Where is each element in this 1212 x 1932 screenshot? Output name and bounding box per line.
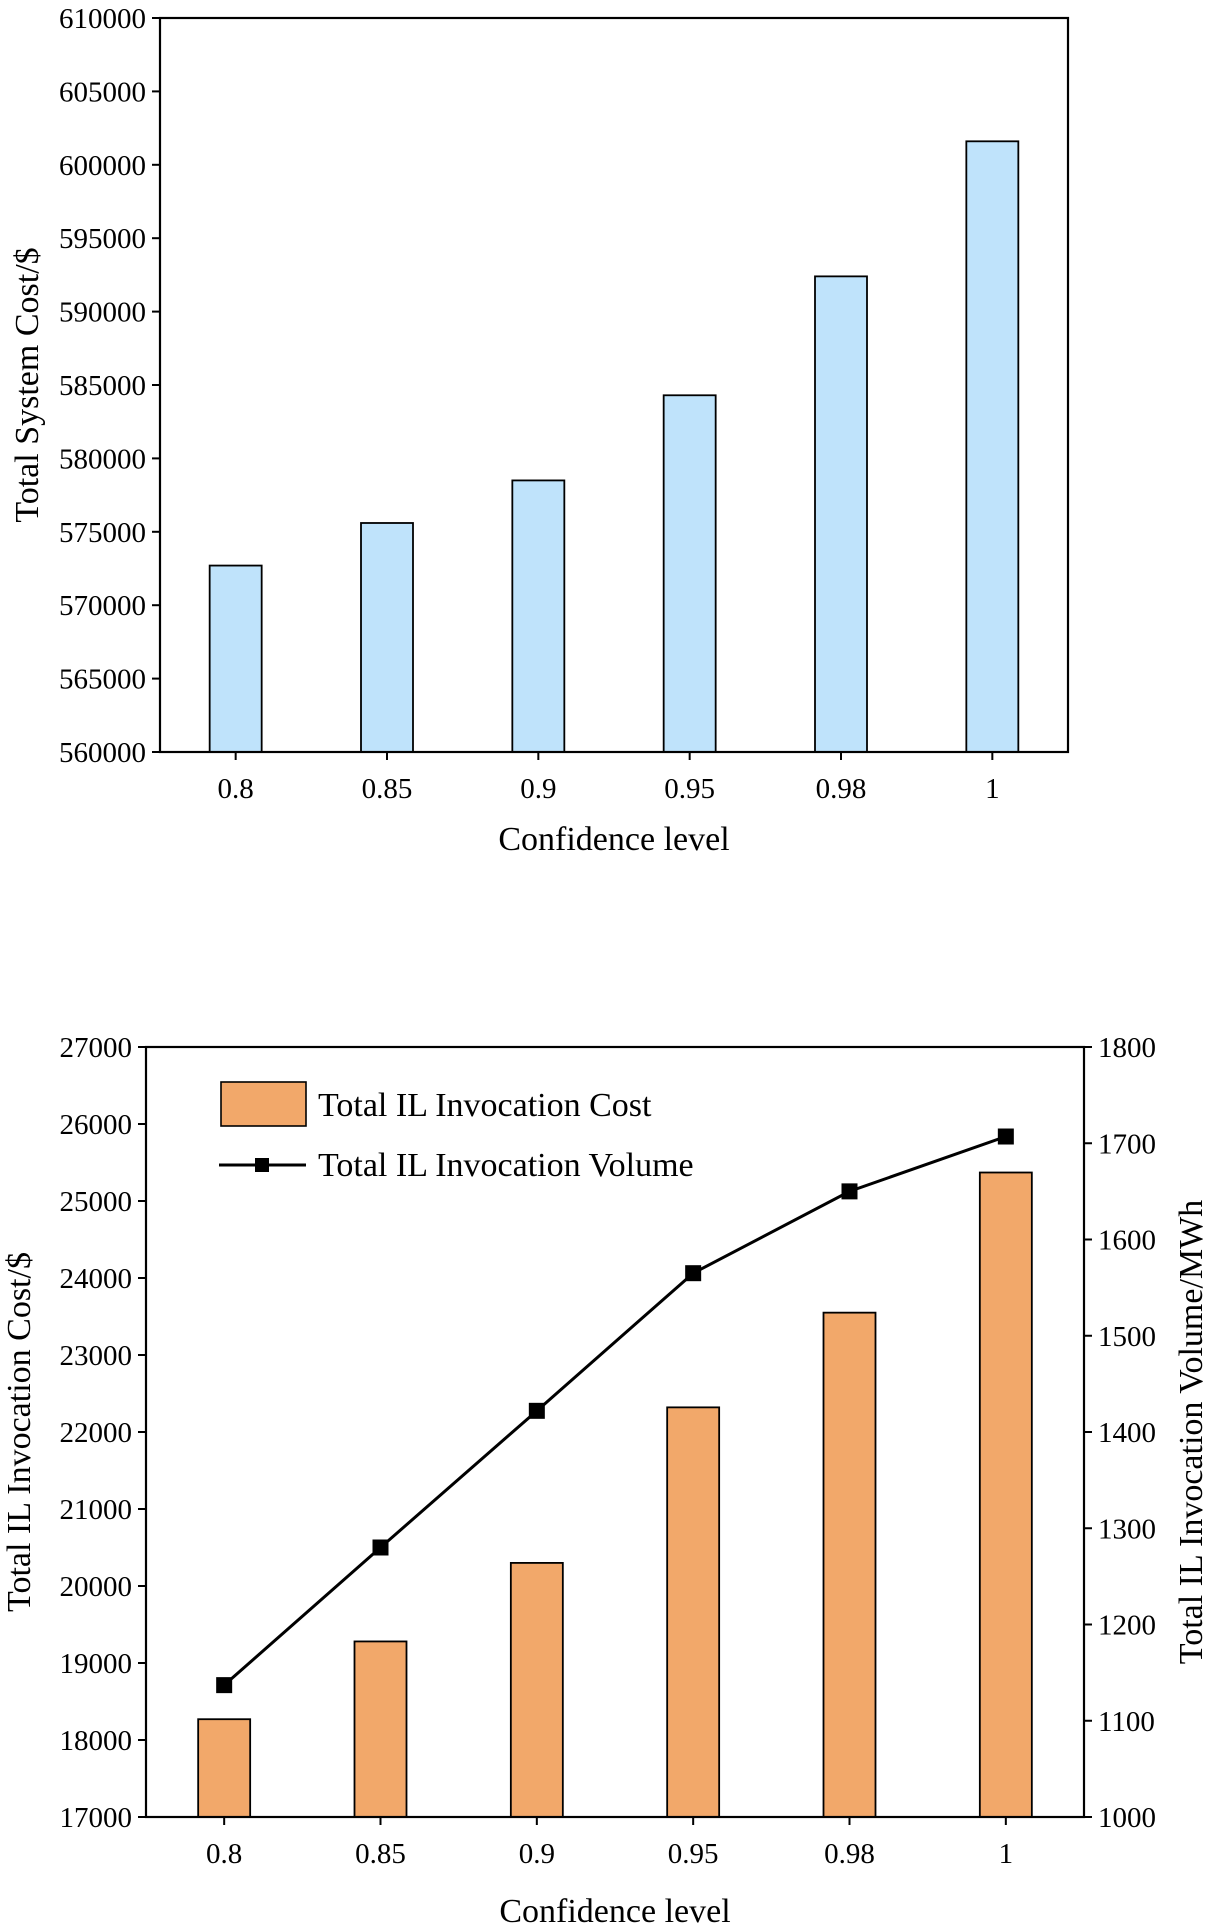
c1-x-ticks: 0.8 0.85 0.9 0.95 0.98 1 xyxy=(218,752,1000,805)
c1-x-tick-label: 0.85 xyxy=(362,773,413,805)
c2-x-ticks: 0.8 0.85 0.9 0.95 0.98 1 xyxy=(206,1817,1013,1870)
total-system-cost-chart: 560000 565000 570000 575000 580000 585000 5900… xyxy=(9,3,1070,858)
c1-x-tick-label: 0.8 xyxy=(218,773,254,805)
c1-x-tick-label: 0.95 xyxy=(664,773,715,805)
c2-x-tick-label: 0.9 xyxy=(519,1838,555,1870)
c2-y-tick-label-right: 1400 xyxy=(1098,1417,1156,1449)
c2-bar xyxy=(509,1562,564,1818)
c1-y-ticks: 560000 565000 570000 575000 580000 585000 5900… xyxy=(59,3,160,769)
c1-y-axis-label: Total System Cost/$ xyxy=(9,247,46,522)
c2-y-tick-label-left: 20000 xyxy=(60,1571,133,1603)
c1-y-tick-label: 575000 xyxy=(59,517,146,549)
c1-x-tick-label: 0.98 xyxy=(816,773,867,805)
c1-x-tick-label: 0.9 xyxy=(520,773,556,805)
c2-bar xyxy=(197,1718,252,1818)
c2-y-tick-label-left: 21000 xyxy=(60,1494,133,1526)
c1-bars xyxy=(208,140,1020,753)
c1-bar xyxy=(662,394,717,753)
c2-bar xyxy=(822,1311,877,1818)
c1-x-axis-label: Confidence level xyxy=(498,821,729,858)
il-invocation-chart: 17000 18000 19000 20000 21000 22000 23000 24000… xyxy=(1,1032,1210,1930)
c2-y-tick-label-left: 24000 xyxy=(60,1263,133,1295)
c2-y-tick-label-right: 1700 xyxy=(1098,1128,1156,1160)
c2-y-tick-label-right: 1200 xyxy=(1098,1610,1156,1642)
c2-y-ticks-left: 17000 18000 19000 20000 21000 22000 23000 24000… xyxy=(60,1032,146,1834)
c2-volume-point xyxy=(997,1128,1014,1145)
legend-swatch-cost xyxy=(220,1081,307,1127)
c2-y-tick-label-right: 1800 xyxy=(1098,1032,1156,1064)
c1-y-tick-label: 580000 xyxy=(59,443,146,475)
c2-x-tick-label: 0.8 xyxy=(206,1838,242,1870)
legend-marker-volume xyxy=(255,1158,269,1172)
c2-volume-point xyxy=(372,1539,389,1556)
c2-y-tick-label-left: 25000 xyxy=(60,1186,133,1218)
c1-bar xyxy=(208,564,263,753)
c1-y-tick-label: 560000 xyxy=(59,737,146,769)
c2-x-tick-label: 0.98 xyxy=(824,1838,875,1870)
c1-plot-frame xyxy=(158,16,1070,754)
c2-volume-point xyxy=(528,1402,545,1419)
c2-legend: Total IL Invocation Cost Total IL Invoca… xyxy=(219,1081,694,1184)
c1-bar xyxy=(511,479,566,753)
c2-y-tick-label-right: 1100 xyxy=(1098,1706,1155,1738)
c2-volume-point xyxy=(841,1183,858,1200)
c2-y-tick-label-right: 1000 xyxy=(1098,1802,1156,1834)
c2-y-tick-label-left: 19000 xyxy=(60,1648,133,1680)
c2-volume-point xyxy=(685,1265,702,1282)
c2-x-tick-label: 0.85 xyxy=(355,1838,406,1870)
c2-y-tick-label-left: 23000 xyxy=(60,1340,133,1372)
c2-x-tick-label: 1 xyxy=(999,1838,1014,1870)
c2-y-tick-label-left: 17000 xyxy=(60,1802,133,1834)
c2-volume-point xyxy=(216,1677,233,1694)
c2-bar xyxy=(978,1171,1033,1818)
c1-y-tick-label: 595000 xyxy=(59,223,146,255)
c1-y-tick-label: 570000 xyxy=(59,590,146,622)
c2-x-axis-label: Confidence level xyxy=(499,1893,730,1930)
c2-y-tick-label-left: 18000 xyxy=(60,1725,133,1757)
c1-y-tick-label: 565000 xyxy=(59,664,146,696)
c2-x-tick-label: 0.95 xyxy=(668,1838,719,1870)
c2-y-axis-label-right: Total IL Invocation Volume/MWh xyxy=(1173,1200,1210,1664)
c2-y-tick-label-left: 22000 xyxy=(60,1417,133,1449)
legend-label-cost: Total IL Invocation Cost xyxy=(318,1087,652,1124)
c2-y-ticks-right: 1000 1100 1200 1300 1400 1500 1600 1700 1800 xyxy=(1084,1032,1156,1834)
c2-y-tick-label-right: 1600 xyxy=(1098,1225,1156,1257)
c2-bars xyxy=(197,1171,1033,1818)
c2-bar xyxy=(353,1640,408,1818)
legend-label-volume: Total IL Invocation Volume xyxy=(318,1147,694,1184)
c2-volume-line xyxy=(223,1135,1007,1687)
c1-bar xyxy=(814,275,868,753)
c2-y-tick-label-left: 26000 xyxy=(60,1109,133,1141)
c1-y-tick-label: 610000 xyxy=(59,3,146,35)
c2-bar xyxy=(666,1406,721,1818)
c2-line-series xyxy=(216,1128,1014,1694)
c2-y-tick-label-right: 1300 xyxy=(1098,1513,1156,1545)
c2-y-tick-label-right: 1500 xyxy=(1098,1321,1156,1353)
c1-y-tick-label: 600000 xyxy=(59,150,146,182)
c2-y-tick-label-left: 27000 xyxy=(60,1032,133,1064)
c1-bar xyxy=(965,140,1020,753)
c1-y-tick-label: 605000 xyxy=(59,76,146,108)
c1-y-tick-label: 590000 xyxy=(59,297,146,329)
c2-y-axis-label-left: Total IL Invocation Cost/$ xyxy=(1,1252,38,1612)
c1-y-tick-label: 585000 xyxy=(59,370,146,402)
c1-bar xyxy=(360,522,414,753)
c1-x-tick-label: 1 xyxy=(985,773,1000,805)
